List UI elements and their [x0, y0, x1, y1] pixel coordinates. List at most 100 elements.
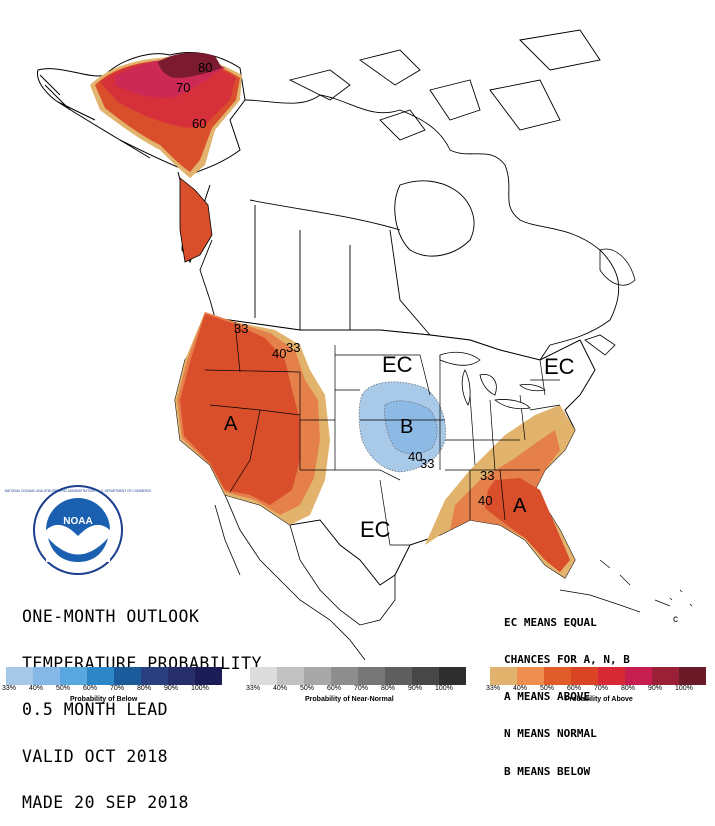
alaska-coast-islands	[39, 74, 211, 264]
below-scale-cell	[195, 667, 222, 685]
above-tick-label: 40%	[513, 685, 528, 692]
normal-scale-title: Probability of Near-Normal	[305, 696, 394, 703]
normal-tick-label: 100%	[435, 685, 453, 692]
mexico-outline	[214, 494, 396, 661]
contour-label-se-40: 40	[478, 493, 492, 508]
mexico	[214, 494, 396, 661]
noaa-logo-center-text: NOAA	[63, 516, 92, 527]
normal-tick-label: 70%	[354, 685, 369, 692]
west-above-50	[180, 314, 300, 505]
contour-label-west-33a: 33	[234, 321, 248, 336]
state-lines	[204, 321, 561, 546]
below-scale	[6, 667, 222, 685]
caribbean	[559, 559, 693, 613]
notes-line-5: B MEANS BELOW	[504, 764, 591, 778]
notes-line-1: EC MEANS EQUAL	[504, 615, 597, 629]
newfoundland	[599, 248, 636, 286]
title-line-2: TEMPERATURE PROBABILITY	[22, 653, 262, 673]
normal-tick-label: 50%	[300, 685, 315, 692]
great-lakes	[439, 351, 546, 410]
below-tick-label: 80%	[137, 685, 152, 692]
above-scale-cell	[625, 667, 652, 685]
above-tick-label: 80%	[621, 685, 636, 692]
a-label-west: A	[224, 413, 238, 435]
title-block: ONE-MONTH OUTLOOK TEMPERATURE PROBABILIT…	[22, 578, 262, 826]
hudson-bay	[394, 180, 475, 257]
cuba	[559, 589, 641, 613]
canada-outline	[199, 94, 620, 361]
canada	[199, 29, 620, 361]
normal-tick-label: 40%	[273, 685, 288, 692]
alaska	[36, 52, 246, 264]
above-tick-label: 60%	[567, 685, 582, 692]
b-label-central: B	[400, 416, 413, 438]
below-tick-label: 90%	[164, 685, 179, 692]
se-above-50	[485, 478, 570, 572]
below-scale-cell	[168, 667, 195, 685]
contour-label-alaska-60: 60	[192, 116, 206, 131]
contour-label-west-33b: 33	[286, 340, 300, 355]
notes-line-2: CHANCES FOR A, N, B	[504, 653, 630, 667]
title-line-1: ONE-MONTH OUTLOOK	[22, 607, 200, 626]
contour-label-alaska-80: 80	[198, 60, 212, 75]
above-scale-cell	[652, 667, 679, 685]
above-scale-cell	[598, 667, 625, 685]
normal-scale-cell	[250, 667, 277, 685]
notes-line-4: N MEANS NORMAL	[504, 727, 597, 741]
normal-scale-cell	[304, 667, 331, 685]
conus	[174, 312, 596, 586]
title-line-5: MADE 20 SEP 2018	[22, 793, 189, 812]
below-tick-label: 70%	[110, 685, 125, 692]
central-below-40	[384, 400, 438, 455]
arctic-islands	[288, 29, 601, 141]
above-tick-label: 70%	[594, 685, 609, 692]
above-tick-label: 33%	[486, 685, 501, 692]
above-scale-title: Probability of Above	[565, 696, 633, 703]
province-lines	[249, 199, 431, 336]
ec-label-east: EC	[544, 354, 575, 379]
ec-label-north: EC	[382, 352, 413, 377]
ec-label-south: EC	[360, 517, 391, 542]
above-tick-label: 50%	[540, 685, 555, 692]
below-scale-cell	[60, 667, 87, 685]
below-tick-label: 40%	[29, 685, 44, 692]
normal-scale-cell	[385, 667, 412, 685]
normal-scale-cell	[331, 667, 358, 685]
below-tick-label: 50%	[56, 685, 71, 692]
above-scale-cell	[490, 667, 517, 685]
small-islands	[669, 589, 693, 607]
below-tick-label: 60%	[83, 685, 98, 692]
below-tick-label: 100%	[191, 685, 209, 692]
above-tick-label: 90%	[648, 685, 663, 692]
above-scale	[490, 667, 706, 685]
normal-scale-cell	[412, 667, 439, 685]
below-scale-cell	[87, 667, 114, 685]
normal-scale-cell	[277, 667, 304, 685]
above-scale-cell	[517, 667, 544, 685]
contour-label-west-40: 40	[272, 346, 286, 361]
maritimes	[584, 248, 636, 356]
normal-scale-cell	[439, 667, 466, 685]
normal-scale	[250, 667, 466, 685]
normal-tick-label: 80%	[381, 685, 396, 692]
below-scale-cell	[114, 667, 141, 685]
contour-label-central-40: 40	[408, 449, 422, 464]
noaa-logo-ring-text: NATIONAL OCEANIC AND ATMOSPHERIC ADMINIS…	[5, 489, 152, 493]
below-tick-label: 33%	[2, 685, 17, 692]
noaa-logo-wave	[48, 538, 108, 562]
normal-tick-label: 90%	[408, 685, 423, 692]
contour-label-se-33: 33	[480, 468, 494, 483]
bahamas	[599, 559, 671, 607]
below-scale-cell	[141, 667, 168, 685]
a-label-southeast: A	[513, 495, 527, 517]
outlook-map: EC EC EC A A B c 80 70 60 40 33 33 40 33…	[5, 29, 693, 661]
title-line-3: 0.5 MONTH LEAD	[22, 700, 169, 719]
contour-label-alaska-70: 70	[176, 80, 190, 95]
nova-scotia	[584, 334, 616, 356]
alaska-panhandle	[179, 177, 213, 263]
below-scale-cell	[6, 667, 33, 685]
above-scale-cell	[679, 667, 706, 685]
c-label-small: c	[673, 614, 678, 625]
contour-labels: 80 70 60 40 33 33 40 33 33 40	[176, 60, 494, 508]
normal-tick-label: 33%	[246, 685, 261, 692]
